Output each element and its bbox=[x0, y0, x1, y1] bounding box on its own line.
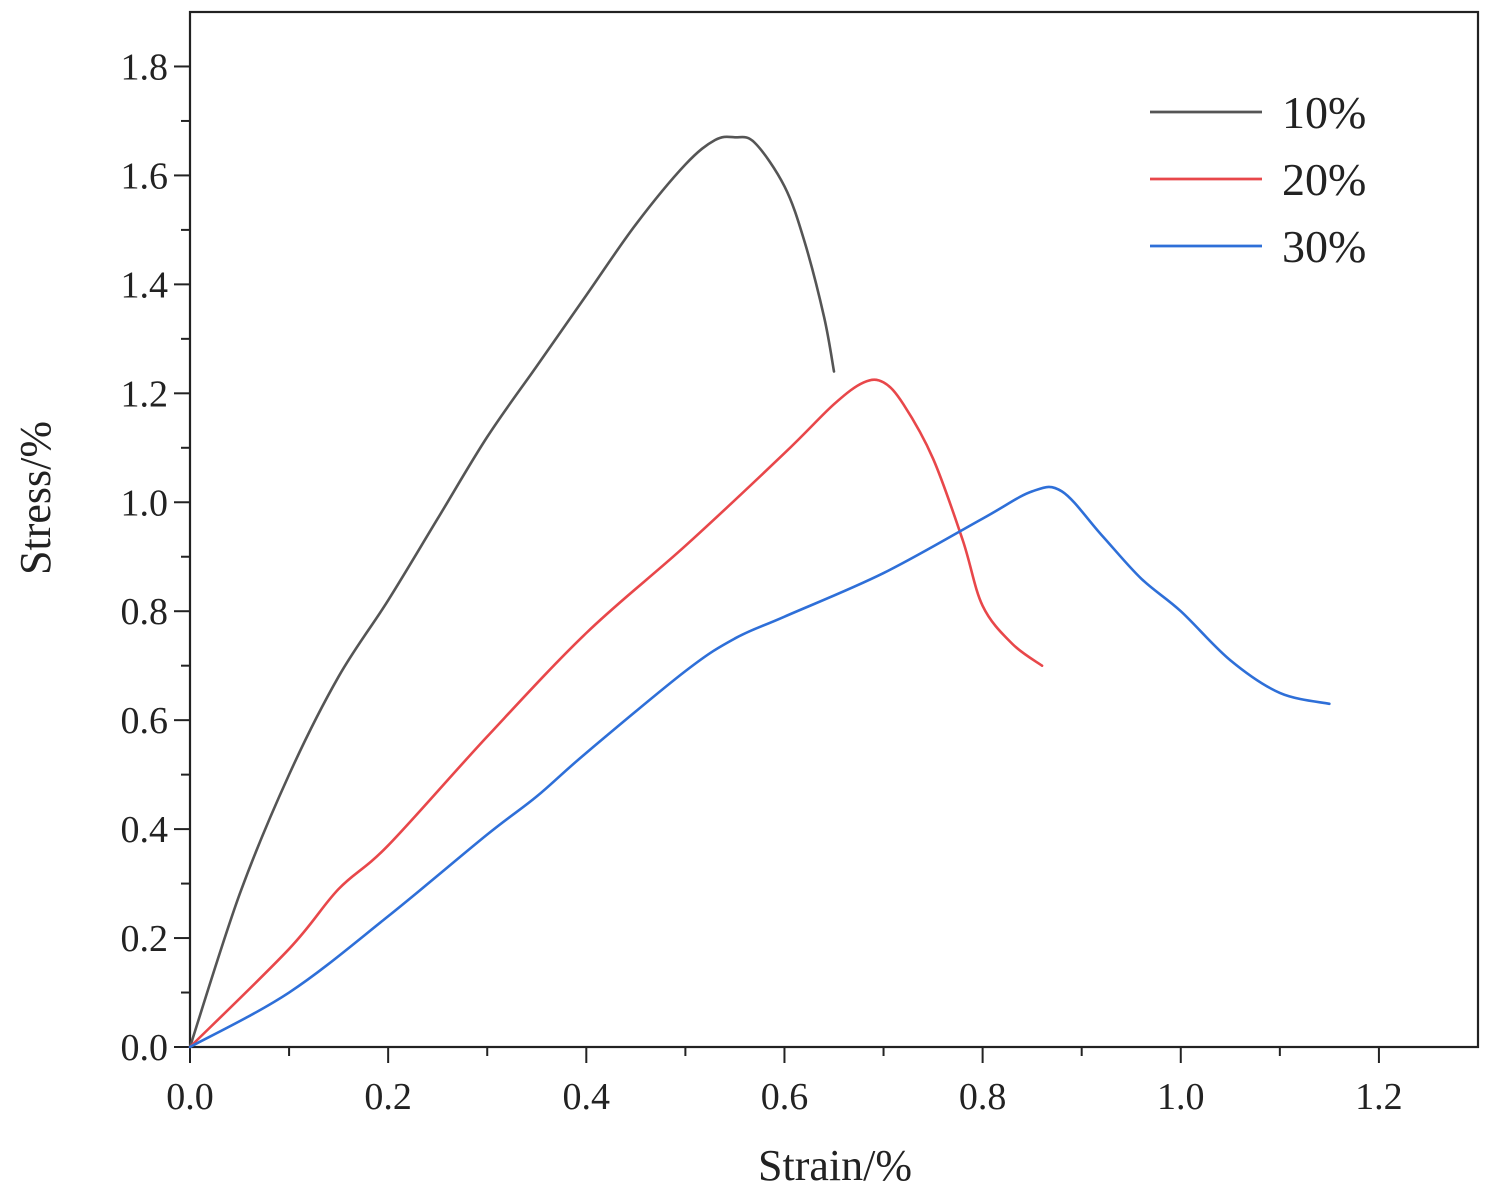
series-line-20pct bbox=[188, 378, 1044, 1049]
plot-frame bbox=[188, 10, 1480, 1049]
y-tick-label: 0.0 bbox=[121, 1027, 169, 1069]
x-axis-title: Strain/% bbox=[758, 1141, 912, 1190]
x-tick-label: 0.6 bbox=[761, 1076, 809, 1118]
y-tick-label: 0.6 bbox=[121, 700, 169, 742]
legend-label-20pct: 20% bbox=[1282, 154, 1366, 205]
legend-label-10pct: 10% bbox=[1282, 87, 1366, 138]
x-tick-label: 0.0 bbox=[166, 1076, 214, 1118]
y-tick-label: 1.6 bbox=[121, 155, 169, 197]
y-tick-label: 1.0 bbox=[121, 482, 169, 524]
plot-area-border bbox=[188, 10, 1480, 1049]
series-line-10pct bbox=[188, 135, 836, 1049]
x-tick-label: 0.2 bbox=[364, 1076, 412, 1118]
x-tick-label: 1.2 bbox=[1355, 1076, 1403, 1118]
y-tick-label: 1.8 bbox=[121, 46, 169, 88]
x-tick-label: 1.0 bbox=[1157, 1076, 1205, 1118]
legend: 10% 20% 30% bbox=[1150, 87, 1366, 272]
y-tick-label: 1.2 bbox=[121, 373, 169, 415]
y-axis-title: Stress/% bbox=[11, 421, 60, 575]
y-tick-label: 0.4 bbox=[121, 809, 169, 851]
y-tick-label: 1.4 bbox=[121, 264, 169, 306]
x-tick-label: 0.8 bbox=[959, 1076, 1007, 1118]
legend-label-30pct: 30% bbox=[1282, 221, 1366, 272]
axis-ticks bbox=[174, 65, 1380, 1063]
series-line-30pct bbox=[188, 485, 1331, 1049]
axis-tick-labels: 0.0 0.2 0.4 0.6 0.8 1.0 1.2 0.0 0.2 0.4 0.6 0.8 1.0 1… bbox=[121, 46, 1403, 1118]
x-tick-label: 0.4 bbox=[563, 1076, 611, 1118]
y-tick-label: 0.2 bbox=[121, 918, 169, 960]
series-lines bbox=[188, 135, 1331, 1049]
y-tick-label: 0.8 bbox=[121, 591, 169, 633]
